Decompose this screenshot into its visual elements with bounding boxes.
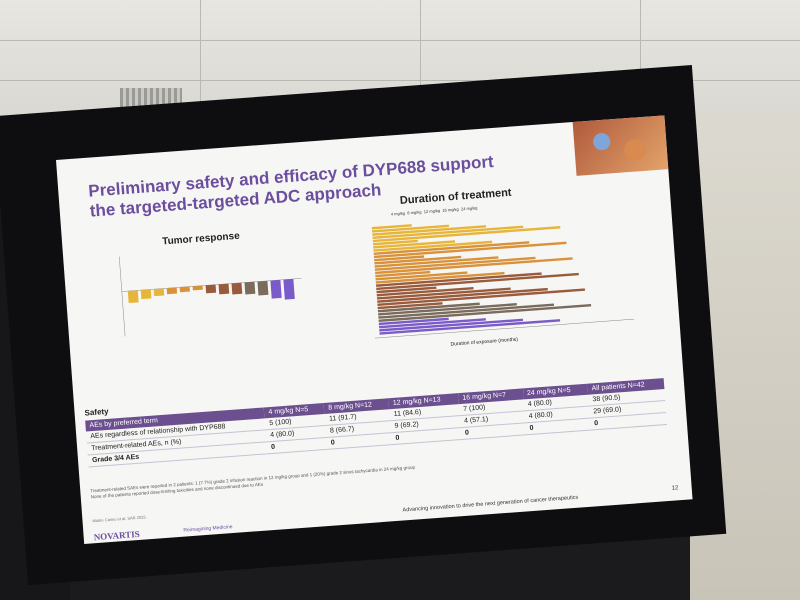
brand-tagline: Reimagining Medicine [183,524,233,534]
swimmer-bar [376,286,474,297]
waterfall-bar [205,284,217,294]
waterfall-bar [283,278,295,300]
legend-16mg: 16 mg/kg [442,206,459,213]
swimmer-bar [373,241,530,255]
duration-swimmer-chart [371,224,635,339]
duration-x-axis-label: Duration of exposure (months) [450,336,519,348]
swimmer-bar [375,271,505,284]
waterfall-bar [270,279,282,299]
tumor-response-waterfall-chart [118,256,302,337]
swimmer-bar [377,302,480,313]
waterfall-bar [244,281,256,295]
waterfall-bar [179,286,190,293]
swimmer-bar [378,303,517,316]
swimmer-bar [372,225,487,236]
waterfall-bar [153,288,165,297]
swimmer-bar [377,302,443,310]
swimmer-bar [378,317,449,326]
swimmer-bar [375,257,573,275]
swimmer-bar [372,239,418,246]
swimmer-bar [375,272,542,287]
swimmer-bar [372,225,524,240]
waterfall-bar [231,282,243,295]
waterfall-bar [218,283,230,295]
ceiling-grid-line [200,0,201,170]
swimmer-bar [376,287,511,300]
swimmer-bar [379,319,561,335]
legend-4mg: 4 mg/kg [390,210,406,217]
waterfall-bar [257,280,269,296]
waterfall-bar [140,289,152,300]
swimmer-bar [379,318,524,332]
waterfall-bars [127,278,295,304]
waterfall-bar [166,287,178,295]
waterfall-bar [127,290,139,304]
presentation-slide: Preliminary safety and efficacy of DYP68… [56,115,693,544]
swimmer-bar [374,256,536,271]
corner-photo [572,115,669,176]
swimmer-bar [372,226,561,243]
swimmer-bar [371,224,412,230]
swimmer-bar [374,255,425,262]
swimmer-bar [375,270,431,278]
ceiling-grid-line [0,80,800,81]
novartis-logo: NOVARTIS [93,528,141,543]
swimmer-bar [373,240,456,249]
waterfall-bar [192,285,203,291]
swimmer-bar [375,271,468,281]
swimmer-bars [371,224,592,335]
swimmer-bar [373,240,493,252]
safety-label: Safety [84,406,109,418]
swimmer-bar [373,241,567,259]
swimmer-bar [376,272,579,291]
duration-legend: 4 mg/kg 8 mg/kg 12 mg/kg 16 mg/kg 24 mg/… [391,205,478,216]
page-number: 12 [671,485,679,492]
ceiling-grid-line [0,40,800,41]
swimmer-bar [379,318,486,329]
swimmer-bar [376,286,437,294]
legend-12mg: 12 mg/kg [423,208,441,215]
swimmer-bar [371,224,449,233]
swimmer-bar [374,255,462,265]
swimmer-bar [378,304,592,322]
swimmer-bar [378,303,555,319]
legend-8mg: 8 mg/kg [407,209,422,216]
swimmer-x-axis [374,318,635,339]
citation: Maitre Carino et al, SAR 2023. [92,514,147,524]
swimmer-bar [377,288,586,307]
swimmer-bar [374,256,499,268]
legend-24mg: 24 mg/kg [460,205,478,212]
waterfall-y-axis [118,256,126,337]
swimmer-bar [377,287,548,303]
